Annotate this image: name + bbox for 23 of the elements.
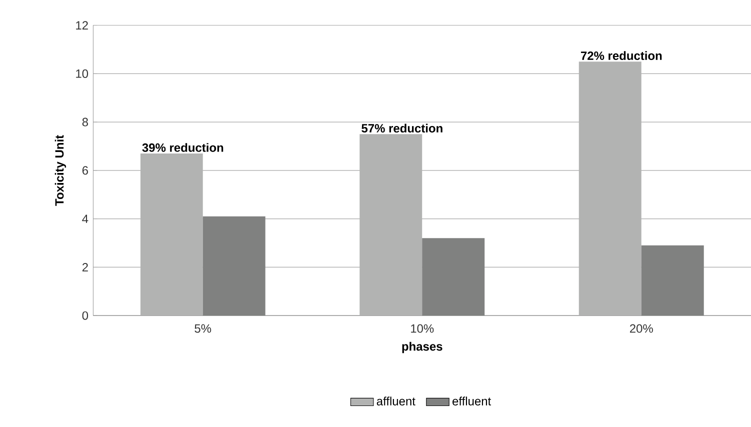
x-tick-label: 5% xyxy=(194,324,212,333)
y-tick-label: 12 xyxy=(76,20,88,30)
y-tick-label: 6 xyxy=(82,166,88,174)
x-axis-title: phases xyxy=(402,342,442,353)
legend-label: effluent xyxy=(452,396,492,406)
y-tick-label: 0 xyxy=(82,311,88,320)
y-tick-label: 4 xyxy=(82,214,88,223)
annotation: 39% reduction xyxy=(142,142,224,152)
annotation: 57% reduction xyxy=(362,124,442,132)
bar xyxy=(422,238,485,316)
bar xyxy=(641,245,704,316)
y-axis-title: Toxicity Unit xyxy=(54,134,66,206)
legend-label: affluent xyxy=(376,396,416,406)
x-tick-label: 20% xyxy=(630,324,653,333)
bar xyxy=(360,134,422,316)
x-tick-label: 10% xyxy=(411,324,434,333)
annotation: 72% reduction xyxy=(580,50,662,60)
bar xyxy=(140,153,203,316)
y-tick-label: 10 xyxy=(76,69,88,78)
bar xyxy=(202,216,266,316)
y-tick-label: 8 xyxy=(82,118,88,126)
y-tick-label: 2 xyxy=(82,262,88,272)
bar xyxy=(578,61,642,316)
